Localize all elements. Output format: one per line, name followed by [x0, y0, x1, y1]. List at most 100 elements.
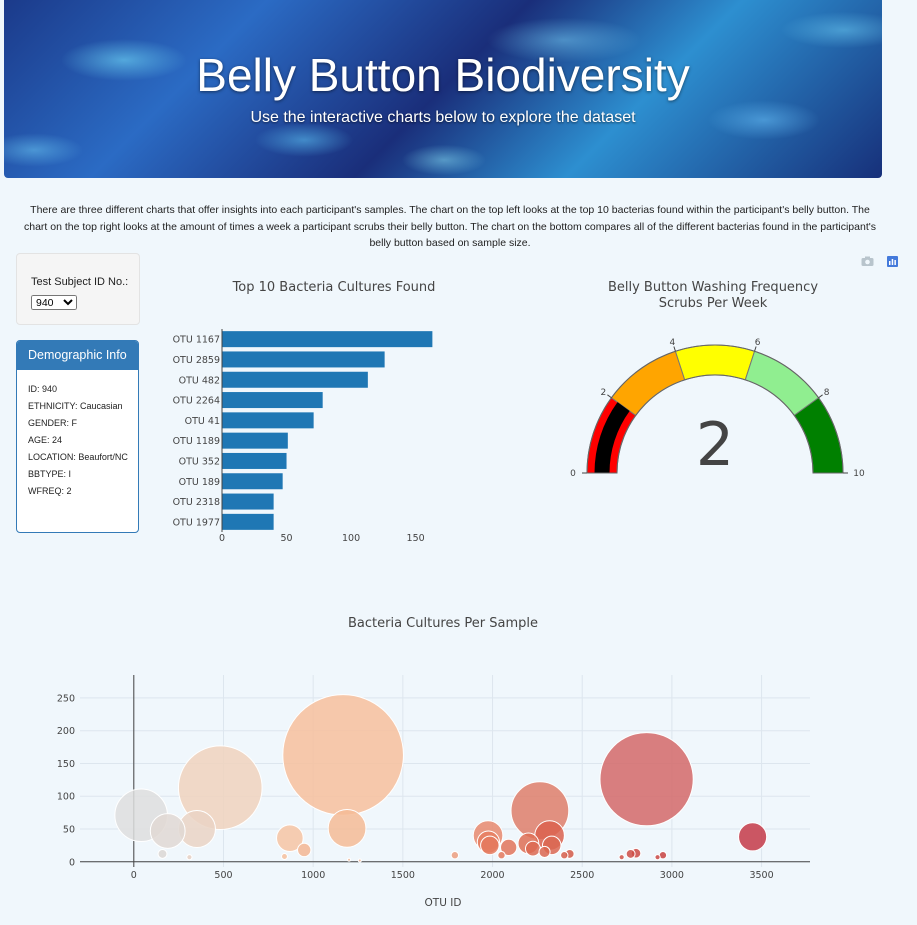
bar-chart-title: Top 10 Bacteria Cultures Found	[232, 280, 436, 295]
bar[interactable]	[222, 331, 433, 348]
bar[interactable]	[222, 473, 283, 490]
bar[interactable]	[222, 351, 385, 368]
camera-icon[interactable]	[861, 256, 874, 267]
header-banner: Belly Button Biodiversity Use the intera…	[4, 0, 882, 178]
bubble-point[interactable]	[599, 732, 694, 827]
demographic-row: ETHNICITY: Caucasian	[28, 401, 123, 411]
bar[interactable]	[222, 452, 287, 469]
bubble-point[interactable]	[347, 857, 352, 862]
bubble-x-tick-label: 3500	[749, 870, 773, 881]
gauge-value: 2	[696, 410, 734, 480]
bar-x-tick-label: 0	[219, 533, 225, 544]
gauge-title-line: Scrubs Per Week	[659, 296, 768, 311]
bar-tick-label: OTU 352	[179, 456, 220, 467]
gauge-title-line: Belly Button Washing Frequency	[608, 280, 818, 295]
bar-tick-label: OTU 1977	[173, 517, 220, 528]
subject-id-select[interactable]: 940	[31, 295, 77, 310]
gauge-tick-label: 0	[570, 469, 576, 479]
bubble-x-tick-label: 2500	[570, 870, 594, 881]
gauge-tick-label: 10	[853, 469, 865, 479]
bubble-point[interactable]	[654, 854, 661, 861]
page-subtitle: Use the interactive charts below to expl…	[250, 109, 636, 126]
bubble-chart-title: Bacteria Cultures Per Sample	[348, 616, 538, 631]
demographic-panel: Demographic Info ID: 940 ETHNICITY: Cauca…	[16, 340, 139, 533]
bubble-x-tick-label: 0	[131, 870, 137, 881]
page-title: Belly Button Biodiversity	[196, 49, 690, 101]
bar-tick-label: OTU 1167	[173, 335, 220, 346]
bubble-x-tick-label: 500	[214, 870, 232, 881]
subject-id-label: Test Subject ID No.:	[31, 276, 129, 288]
bubble-y-tick-label: 50	[63, 824, 75, 835]
bubble-point[interactable]	[450, 851, 460, 860]
top10-bar-chart: Top 10 Bacteria Cultures Found OTU 1167 O…	[173, 280, 436, 544]
bubble-point[interactable]	[538, 845, 551, 858]
demographic-row: ID: 940	[28, 384, 58, 394]
bar-x-tick-label: 150	[407, 533, 425, 544]
bar-x-tick-label: 100	[342, 533, 360, 544]
bar[interactable]	[222, 371, 368, 388]
bubble-point[interactable]	[297, 842, 312, 858]
gauge-tick	[754, 346, 757, 352]
bubble-point[interactable]	[357, 858, 362, 863]
demographic-heading: Demographic Info	[17, 341, 138, 370]
bubble-x-tick-label: 3000	[660, 870, 684, 881]
bubble-x-axis-label: OTU ID	[425, 897, 462, 909]
bar-tick-label: OTU 2859	[173, 355, 220, 366]
bubble-point[interactable]	[276, 824, 304, 852]
bar-tick-label: OTU 2318	[173, 497, 220, 508]
bar-tick-label: OTU 2264	[173, 396, 220, 407]
gauge-tick-label: 8	[824, 388, 830, 398]
bubble-x-tick-label: 1000	[301, 870, 325, 881]
bar[interactable]	[222, 493, 274, 510]
bubble-chart: Bacteria Cultures Per Sample 0 50 100 150 200…	[57, 616, 810, 909]
bubble-x-tick-label: 1500	[391, 870, 415, 881]
demographic-row: BBTYPE: I	[28, 469, 72, 479]
demographic-row: LOCATION: Beaufort/NC	[28, 452, 128, 462]
gauge-tick-label: 6	[755, 338, 761, 348]
bubble-point[interactable]	[625, 848, 636, 859]
plotly-logo-icon[interactable]	[887, 256, 898, 267]
bar-tick-label: OTU 482	[179, 375, 220, 386]
gauge-tick-label: 2	[600, 388, 606, 398]
bubble-point[interactable]	[281, 853, 288, 860]
bar-x-tick-label: 50	[280, 533, 292, 544]
bubble-point[interactable]	[149, 813, 186, 849]
bubble-point[interactable]	[560, 851, 569, 860]
demographic-body: ID: 940 ETHNICITY: Caucasian GENDER: F AGE:…	[17, 370, 138, 497]
bubble-x-tick-label: 2000	[480, 870, 504, 881]
bubble-point[interactable]	[177, 745, 263, 831]
bar-tick-label: OTU 1189	[173, 436, 220, 447]
bar-tick-label: OTU 41	[185, 416, 220, 427]
bar[interactable]	[222, 513, 274, 530]
bubble-point[interactable]	[157, 848, 168, 859]
bubble-point[interactable]	[500, 838, 518, 856]
bar[interactable]	[222, 392, 323, 409]
bubble-y-tick-label: 100	[57, 792, 75, 803]
bubble-point[interactable]	[497, 851, 506, 860]
bubble-y-tick-label: 200	[57, 726, 75, 737]
gauge-tick	[818, 394, 823, 399]
intro-text: There are three different charts that of…	[23, 204, 876, 249]
bubble-point[interactable]	[282, 694, 404, 816]
bubble-y-tick-label: 150	[57, 759, 75, 770]
gauge-tick	[607, 394, 612, 399]
bar[interactable]	[222, 412, 314, 429]
bubble-y-tick-label: 0	[69, 857, 75, 868]
gauge-tick	[673, 346, 676, 352]
bubble-point[interactable]	[738, 822, 768, 852]
bubble-point[interactable]	[524, 840, 541, 857]
bar[interactable]	[222, 432, 288, 449]
demographic-row: AGE: 24	[28, 435, 63, 445]
gauge-outline	[586, 344, 844, 474]
bubble-point[interactable]	[186, 854, 193, 861]
bubble-point[interactable]	[327, 808, 367, 848]
bubble-point[interactable]	[618, 854, 625, 861]
bar-tick-label: OTU 189	[179, 477, 220, 488]
subject-selector-well: Test Subject ID No.: 940	[16, 253, 140, 325]
gauge-value-bar	[594, 402, 630, 473]
bubble-y-tick-label: 250	[57, 693, 75, 704]
bubble-point[interactable]	[480, 835, 500, 856]
gauge-tick-label: 4	[669, 338, 675, 348]
demographic-row: WFREQ: 2	[28, 486, 72, 496]
